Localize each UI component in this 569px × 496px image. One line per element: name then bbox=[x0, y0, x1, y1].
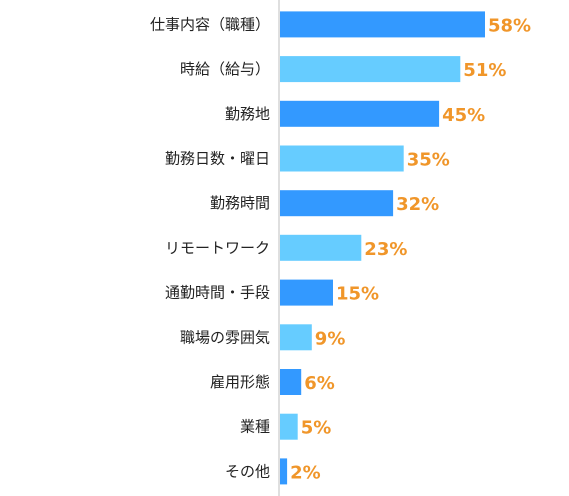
category-label-6: 通勤時間・手段 bbox=[165, 284, 270, 302]
bar-3 bbox=[280, 145, 404, 172]
category-labels-group: 仕事内容（職種） 時給（給与） 勤務地勤務日数・曜日勤務時間リモートワーク通勤時間・… bbox=[150, 15, 270, 480]
value-label-3: 35% bbox=[407, 150, 450, 171]
bar-0 bbox=[280, 11, 485, 38]
value-label-8: 6% bbox=[304, 373, 335, 394]
value-label-9: 5% bbox=[301, 418, 332, 439]
category-label-5: リモートワーク bbox=[165, 239, 270, 257]
category-label-9: 業種 bbox=[240, 418, 270, 436]
bar-5 bbox=[280, 234, 362, 261]
value-label-7: 9% bbox=[315, 328, 346, 349]
bar-9 bbox=[280, 413, 298, 440]
bar-7 bbox=[280, 324, 312, 351]
value-label-2: 45% bbox=[442, 105, 485, 126]
value-label-5: 23% bbox=[364, 239, 407, 260]
bar-10 bbox=[280, 458, 288, 485]
category-label-10: その他 bbox=[225, 462, 270, 480]
category-label-7: 職場の雰囲気 bbox=[180, 328, 270, 346]
bar-6 bbox=[280, 279, 333, 306]
bar-8 bbox=[280, 369, 302, 395]
category-label-4: 勤務時間 bbox=[210, 194, 270, 212]
category-label-1: 時給（給与） bbox=[180, 60, 270, 78]
bar-4 bbox=[280, 190, 394, 217]
value-label-4: 32% bbox=[396, 194, 439, 215]
category-label-8: 雇用形態 bbox=[210, 373, 270, 391]
category-label-0: 仕事内容（職種） bbox=[150, 15, 270, 33]
bars-group bbox=[280, 11, 485, 485]
value-label-1: 51% bbox=[463, 60, 506, 81]
bar-1 bbox=[280, 56, 461, 83]
bar-2 bbox=[280, 100, 440, 127]
value-labels-group: 58% 51% 45% 35% 32% 23% 15% 9% 6% 5% 2% bbox=[290, 15, 531, 483]
category-label-2: 勤務地 bbox=[225, 105, 270, 123]
value-label-10: 2% bbox=[290, 462, 321, 483]
value-label-6: 15% bbox=[336, 284, 379, 305]
value-label-0: 58% bbox=[488, 15, 531, 36]
category-label-3: 勤務日数・曜日 bbox=[165, 150, 270, 168]
